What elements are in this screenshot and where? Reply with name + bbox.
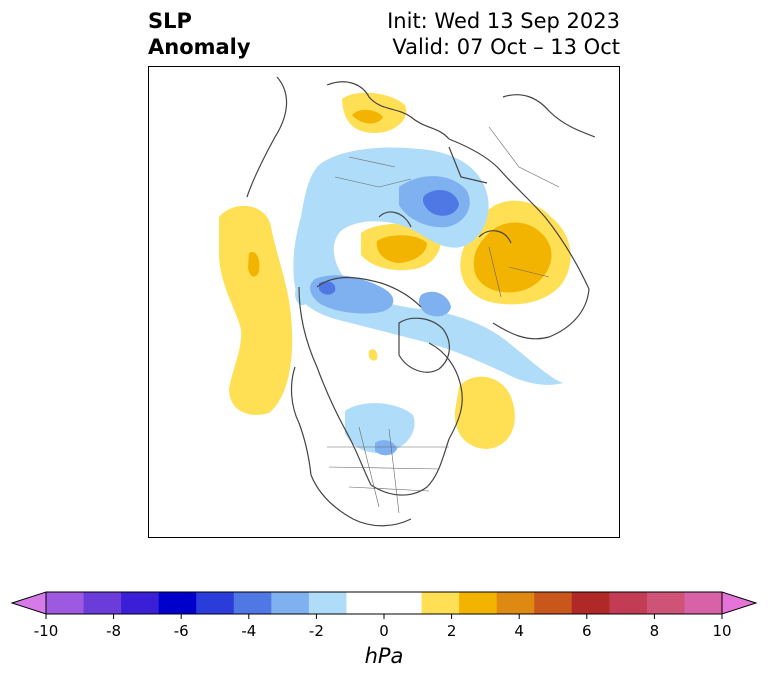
arctic-negative-blob [418, 291, 451, 317]
colorbar-bin [421, 592, 460, 614]
colorbar-tick-label: -8 [106, 622, 121, 640]
title-variable: SLP [148, 9, 192, 33]
colorbar-bin [83, 592, 122, 614]
map-dates: Init: Wed 13 Sep 2023 Valid: 07 Oct – 13… [387, 8, 620, 60]
colorbar: -10 -8 -6 -4 -2 0 2 4 6 8 10 [10, 591, 758, 640]
political-borders [327, 126, 560, 514]
anomaly-map [148, 66, 620, 538]
north-pacific-positive-core [248, 251, 260, 277]
colorbar-bin [496, 592, 535, 614]
scandinavia-positive-core [352, 109, 383, 124]
colorbar-bin [346, 592, 385, 614]
colorbar-tick-label: 2 [447, 622, 457, 640]
colorbar-bin [158, 592, 197, 614]
colorbar-bin [233, 592, 272, 614]
colorbar-bin [571, 592, 610, 614]
negative-anomaly-contours [293, 147, 563, 456]
colorbar-bin [196, 592, 235, 614]
siberia-arctic-negative [293, 147, 563, 385]
colorbar-bin [308, 592, 347, 614]
siberia-arctic-negative-core [422, 190, 459, 216]
colorbar-tick-label: -2 [309, 622, 324, 640]
init-date: Init: Wed 13 Sep 2023 [387, 9, 620, 33]
colorbar-ticks: -10 -8 -6 -4 -2 0 2 4 6 8 10 [34, 614, 732, 640]
coastlines [246, 76, 596, 527]
colorbar-bin [646, 592, 685, 614]
colorbar-tick-label: -10 [34, 622, 59, 640]
central-canada-positive [368, 349, 378, 361]
colorbar-bin [46, 592, 85, 614]
colorbar-tick-label: 4 [514, 622, 524, 640]
colorbar-bin [271, 592, 310, 614]
colorbar-tick-label: -4 [241, 622, 256, 640]
colorbar-extend-min [10, 591, 47, 615]
north-pacific-positive [219, 205, 293, 415]
colorbar-extend-max [721, 591, 758, 615]
colorbar-bins [10, 591, 758, 615]
colorbar-bin [609, 592, 648, 614]
colorbar-tick-label: 6 [582, 622, 592, 640]
colorbar-bin [534, 592, 573, 614]
positive-anomaly-contours [219, 92, 571, 449]
colorbar-tick-label: 0 [379, 622, 389, 640]
colorbar-unit: hPa [364, 644, 404, 668]
title-type: Anomaly [148, 35, 251, 59]
colorbar-bin [384, 592, 423, 614]
colorbar-bin [121, 592, 160, 614]
colorbar-tick-label: 10 [712, 622, 731, 640]
colorbar-bin [684, 592, 723, 614]
colorbar-tick-label: 8 [650, 622, 660, 640]
north-atlantic-positive [454, 376, 515, 449]
colorbar-tick-label: -6 [174, 622, 189, 640]
map-title: SLP Anomaly [148, 8, 251, 60]
valid-range: Valid: 07 Oct – 13 Oct [392, 35, 620, 59]
kara-sea-positive-core [376, 235, 427, 263]
colorbar-bin [459, 592, 498, 614]
east-siberia-positive-core [473, 222, 552, 293]
beaufort-negative-core [319, 281, 336, 295]
